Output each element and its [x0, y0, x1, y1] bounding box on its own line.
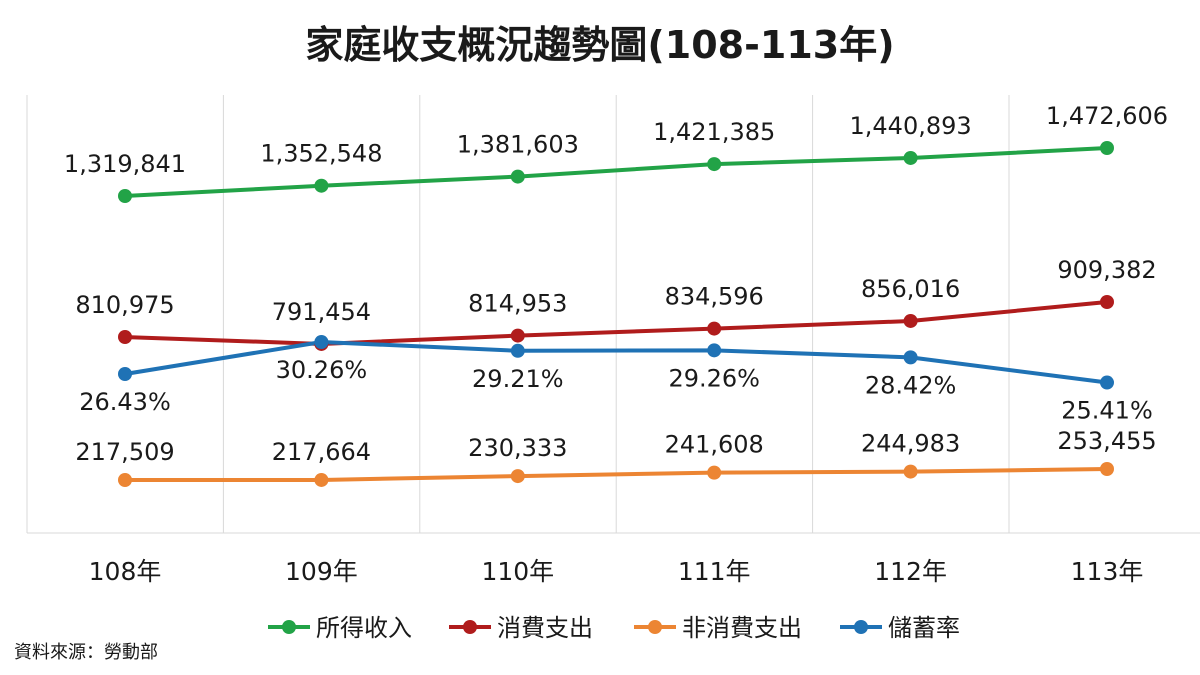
- legend-marker: [854, 620, 868, 634]
- data-point: [903, 313, 918, 328]
- series-points: [118, 141, 1114, 487]
- data-point: [707, 321, 722, 336]
- data-point: [118, 330, 132, 344]
- series-lines: [124, 146, 1108, 482]
- data-point: [1100, 462, 1114, 476]
- legend-item: 消費支出: [449, 614, 593, 642]
- legend-marker: [648, 620, 662, 634]
- category-label: 111年: [678, 557, 751, 586]
- source-note: 資料來源：勞動部: [14, 642, 158, 663]
- legend-marker: [463, 620, 477, 634]
- data-point: [118, 473, 132, 487]
- data-label: 26.43%: [79, 388, 171, 416]
- data-label: 1,440,893: [850, 112, 972, 140]
- data-label: 834,596: [665, 283, 764, 311]
- data-label: 28.42%: [865, 371, 957, 399]
- data-point: [903, 464, 918, 479]
- legend-label: 非消費支出: [682, 614, 802, 642]
- legend-item: 儲蓄率: [840, 614, 960, 642]
- data-label: 230,333: [468, 434, 567, 462]
- data-label: 1,352,548: [260, 140, 382, 168]
- legend-marker: [282, 620, 296, 634]
- chart-title: 家庭收支概況趨勢圖(108-113年): [305, 23, 894, 67]
- data-label: 814,953: [468, 290, 567, 318]
- series-line: [124, 300, 1108, 346]
- data-label: 30.26%: [276, 356, 368, 384]
- data-point: [314, 335, 329, 349]
- data-point: [707, 343, 722, 358]
- data-point: [1100, 295, 1114, 309]
- data-point: [314, 472, 329, 487]
- legend-label: 所得收入: [316, 614, 412, 642]
- data-labels: 1,319,841 1,352,548 1,381,603 1,421,385 1,44…: [64, 102, 1168, 466]
- data-label: 217,509: [75, 438, 174, 466]
- category-label: 113年: [1071, 557, 1144, 586]
- legend-item: 非消費支出: [634, 614, 802, 642]
- category-label: 109年: [285, 557, 358, 586]
- data-point: [118, 367, 132, 381]
- data-label: 1,381,603: [457, 131, 579, 159]
- data-point: [314, 178, 329, 193]
- series-line: [124, 340, 1108, 385]
- data-label: 29.21%: [472, 365, 564, 393]
- category-label: 112年: [874, 557, 947, 586]
- legend-label: 消費支出: [497, 614, 593, 642]
- data-label: 909,382: [1057, 256, 1156, 284]
- data-label: 791,454: [272, 298, 371, 326]
- data-label: 856,016: [861, 275, 960, 303]
- data-label: 244,983: [861, 430, 960, 458]
- data-point: [1100, 141, 1114, 155]
- data-point: [510, 469, 525, 484]
- legend-label: 儲蓄率: [888, 614, 960, 642]
- grid: [26, 95, 1200, 534]
- legend-item: 所得收入: [268, 614, 412, 642]
- category-axis: 108年 109年 110年 111年 112年 113年: [89, 557, 1144, 586]
- data-point: [510, 169, 525, 184]
- data-point: [510, 328, 525, 343]
- legend: 所得收入 消費支出 非消費支出 儲蓄率: [268, 614, 960, 642]
- data-label: 241,608: [665, 431, 764, 459]
- data-label: 1,421,385: [653, 118, 775, 146]
- data-label: 253,455: [1057, 427, 1156, 455]
- data-label: 25.41%: [1061, 397, 1153, 425]
- data-label: 810,975: [75, 291, 174, 319]
- data-point: [1100, 375, 1114, 390]
- data-label: 217,664: [272, 438, 371, 466]
- category-label: 110年: [481, 557, 554, 586]
- series-line: [124, 467, 1108, 482]
- data-point: [707, 157, 722, 172]
- data-point: [510, 343, 525, 358]
- data-point: [118, 189, 132, 203]
- data-point: [707, 465, 722, 480]
- series-line: [124, 146, 1108, 198]
- category-label: 108年: [89, 557, 162, 586]
- data-label: 1,472,606: [1046, 102, 1168, 130]
- data-point: [903, 150, 918, 165]
- data-label: 29.26%: [668, 364, 760, 392]
- data-point: [903, 350, 918, 365]
- data-label: 1,319,841: [64, 150, 186, 178]
